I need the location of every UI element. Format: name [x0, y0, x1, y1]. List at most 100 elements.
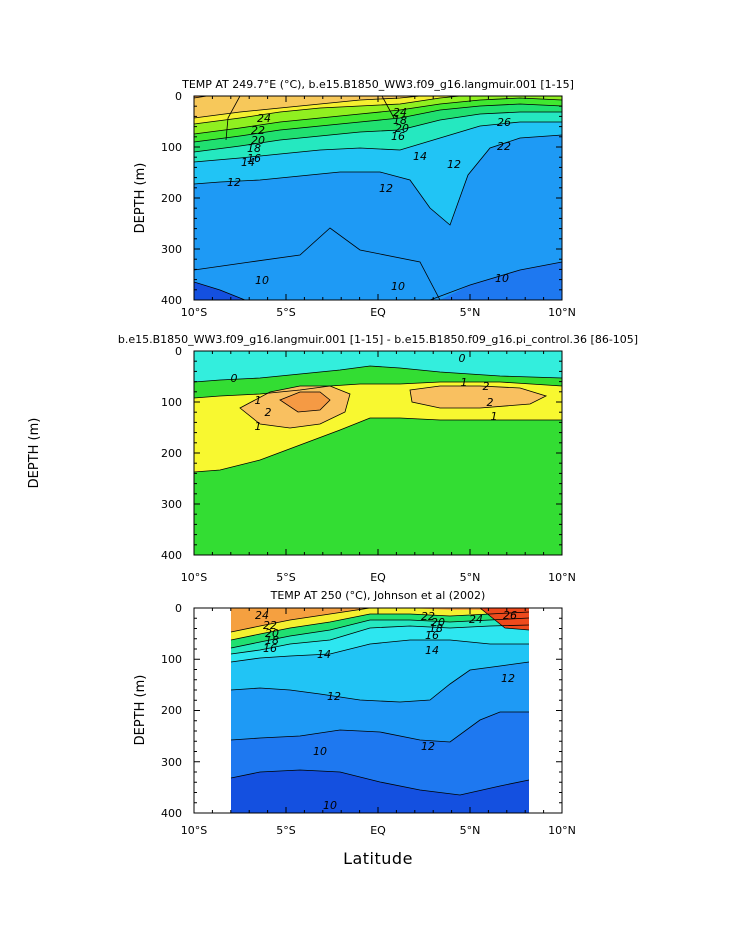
p3-band-24-26	[231, 608, 529, 632]
p1-clabel-14: 24	[393, 106, 407, 119]
p3-xticks: 10°S 5°S EQ 5°N 10°N	[181, 824, 576, 837]
p1-xtick-4: 10°N	[548, 306, 576, 319]
p1-clabel-15: 26	[497, 116, 511, 129]
p2-clabel-5: 2	[483, 380, 490, 393]
p3-ytick-4: 400	[161, 807, 182, 820]
p3-clabel-1: 22	[263, 619, 277, 632]
p2-xtick-3: 5°N	[460, 571, 481, 584]
p1-yticks: 0 100 200 300 400	[161, 90, 182, 307]
p3-clabel-2: 20	[265, 627, 279, 640]
p2-clabel-3: 1	[255, 420, 262, 433]
p2-contour-labels: 0 1 2 1 0 2 2 1 1	[231, 352, 498, 433]
p3-clabel-11: 24	[469, 613, 483, 626]
p3-clabel-6: 12	[327, 690, 341, 703]
p1-clabel-2: 20	[251, 134, 265, 147]
panel-3-fill	[230, 608, 530, 813]
p1-clabel-17: 10	[391, 280, 405, 293]
panel-1-fill	[194, 96, 562, 300]
p2-clabel-2: 2	[265, 406, 272, 419]
panel-3: TEMP AT 250 (°C), Johnson et al (2002) D…	[133, 589, 576, 868]
p2-clabel-4: 0	[459, 352, 466, 365]
p2-xtick-2: EQ	[370, 571, 386, 584]
p3-clabel-9: 18	[429, 622, 443, 635]
p2-title: b.e15.B1850_WW3.f09_g16.langmuir.001 [1-…	[118, 333, 638, 346]
p3-contour-labels: 24 22 20 18 16 14 12 22 20 18 16 24 26 1…	[255, 609, 517, 812]
p1-clabel-5: 14	[241, 156, 255, 169]
panel-2: b.e15.B1850_WW3.f09_g16.langmuir.001 [1-…	[27, 333, 638, 584]
p3-clabel-4: 16	[263, 642, 277, 655]
p2-ytick-1: 100	[161, 396, 182, 409]
p2-contour-lines	[194, 365, 562, 473]
p2-clabel-6: 2	[487, 396, 494, 409]
p3-xtick-3: 5°N	[460, 824, 481, 837]
p2-xtick-4: 10°N	[548, 571, 576, 584]
p1-title: TEMP AT 249.7°E (°C), b.e15.B1850_WW3.f0…	[181, 78, 574, 91]
p3-clabel-7: 22	[421, 610, 435, 623]
p3-clabel-16: 10	[313, 745, 327, 758]
p1-xtick-3: 5°N	[460, 306, 481, 319]
p2-xtick-1: 5°S	[276, 571, 295, 584]
p3-ytick-2: 200	[161, 704, 182, 717]
p1-ylabel: DEPTH (m)	[133, 163, 148, 234]
p3-ytick-0: 0	[175, 602, 182, 615]
tick-marks	[193, 95, 563, 814]
p3-clabel-10: 16	[425, 629, 439, 642]
p1-contour-lines	[194, 96, 562, 300]
p2-xticks: 10°S 5°S EQ 5°N 10°N	[181, 571, 576, 584]
p1-ytick-4: 400	[161, 294, 182, 307]
p3-band-10-11	[231, 712, 529, 795]
p3-band-lt10	[231, 770, 529, 813]
p3-ytick-1: 100	[161, 653, 182, 666]
p1-clabel-10: 16	[391, 130, 405, 143]
p1-ytick-1: 100	[161, 141, 182, 154]
p1-clabel-11: 18	[393, 114, 407, 127]
p1-xticks: 10°S 5°S EQ 5°N 10°N	[181, 306, 576, 319]
p3-clabel-8: 20	[431, 616, 445, 629]
p1-clabel-13: 22	[497, 140, 511, 153]
p2-ytick-0: 0	[175, 345, 182, 358]
p3-clabel-3: 18	[265, 634, 279, 647]
p2-ytick-3: 300	[161, 498, 182, 511]
p1-clabel-18: 10	[495, 272, 509, 285]
p1-xtick-0: 10°S	[181, 306, 207, 319]
p3-clabel-17: 10	[323, 799, 337, 812]
p2-ytick-2: 200	[161, 447, 182, 460]
p1-clabel-7: 12	[379, 182, 393, 195]
p3-contour-lines	[230, 608, 530, 796]
p3-xlabel: Latitude	[343, 849, 413, 868]
p3-title: TEMP AT 250 (°C), Johnson et al (2002)	[270, 589, 486, 602]
p1-clabel-8: 12	[447, 158, 461, 171]
p3-xtick-0: 10°S	[181, 824, 207, 837]
p1-clabel-4: 16	[247, 152, 261, 165]
p3-ylabel: DEPTH (m)	[133, 675, 148, 746]
p2-clabel-7: 1	[461, 376, 468, 389]
p3-clabel-0: 24	[255, 609, 269, 622]
p1-ytick-3: 300	[161, 243, 182, 256]
p2-yticks: 0 100 200 300 400	[161, 345, 182, 562]
p1-clabel-3: 18	[247, 142, 261, 155]
p1-clabel-9: 14	[413, 150, 427, 163]
p2-xtick-0: 10°S	[181, 571, 207, 584]
panel-2-fill	[194, 351, 562, 555]
p1-ytick-2: 200	[161, 192, 182, 205]
p1-clabel-12: 20	[395, 122, 409, 135]
p1-clabel-0: 22	[251, 124, 265, 137]
p1-clabel-1: 24	[257, 112, 271, 125]
p1-xtick-2: EQ	[370, 306, 386, 319]
p3-ytick-3: 300	[161, 756, 182, 769]
p1-contour-labels: 22 24 20 18 16 14 12 12 12 14 16 18 20 2…	[227, 106, 511, 293]
p2-clabel-1: 1	[255, 394, 262, 407]
p2-ylabel: DEPTH (m)	[27, 418, 42, 489]
p2-ytick-4: 400	[161, 549, 182, 562]
p3-clabel-13: 14	[425, 644, 439, 657]
p1-clabel-6: 12	[227, 176, 241, 189]
p3-clabel-5: 14	[317, 648, 331, 661]
p3-xtick-1: 5°S	[276, 824, 295, 837]
p3-clabel-12: 26	[503, 609, 517, 622]
p3-yticks: 0 100 200 300 400	[161, 602, 182, 820]
p2-clabel-8: 1	[491, 410, 498, 423]
p1-band-lt10	[194, 282, 245, 300]
p3-clabel-15: 12	[421, 740, 435, 753]
p2-band-gt3	[280, 392, 330, 412]
